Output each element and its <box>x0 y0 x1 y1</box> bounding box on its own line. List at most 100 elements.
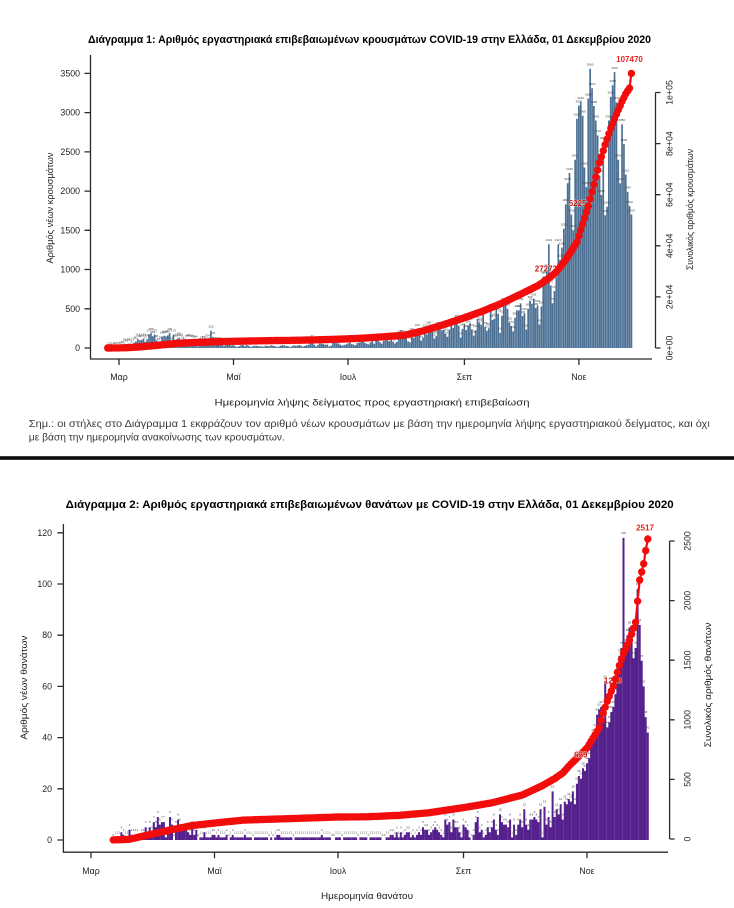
svg-text:236: 236 <box>524 323 529 327</box>
svg-text:251: 251 <box>486 322 491 326</box>
svg-text:1: 1 <box>305 830 307 834</box>
svg-text:352: 352 <box>454 314 459 318</box>
svg-text:2230: 2230 <box>566 167 573 171</box>
svg-text:2: 2 <box>131 828 133 832</box>
svg-text:1: 1 <box>335 830 337 834</box>
svg-text:2: 2 <box>135 828 137 832</box>
svg-text:1: 1 <box>210 830 212 834</box>
svg-text:Ιουλ: Ιουλ <box>330 866 347 876</box>
svg-text:120: 120 <box>37 528 52 538</box>
svg-text:2210: 2210 <box>622 168 629 172</box>
svg-text:1: 1 <box>511 830 513 834</box>
svg-text:9: 9 <box>169 810 171 814</box>
svg-text:60: 60 <box>157 337 161 341</box>
svg-text:1: 1 <box>301 830 303 834</box>
svg-text:51: 51 <box>598 702 602 706</box>
svg-text:0: 0 <box>197 833 199 837</box>
svg-text:111: 111 <box>186 333 191 337</box>
svg-text:297: 297 <box>479 319 484 323</box>
svg-text:7: 7 <box>449 815 451 819</box>
svg-text:99: 99 <box>138 334 142 338</box>
svg-text:6: 6 <box>159 818 161 822</box>
svg-text:1: 1 <box>280 830 282 834</box>
svg-text:5: 5 <box>455 820 457 824</box>
svg-text:10: 10 <box>114 341 118 345</box>
svg-text:2: 2 <box>218 828 220 832</box>
svg-text:83: 83 <box>134 335 138 339</box>
svg-text:5: 5 <box>457 820 459 824</box>
svg-text:71: 71 <box>632 651 636 655</box>
svg-text:509: 509 <box>533 302 538 306</box>
svg-text:Μαρ: Μαρ <box>110 372 127 382</box>
svg-text:9: 9 <box>548 810 550 814</box>
svg-text:106: 106 <box>173 334 178 338</box>
svg-text:8: 8 <box>177 813 179 817</box>
svg-text:1: 1 <box>388 830 390 834</box>
svg-text:191: 191 <box>409 327 414 331</box>
svg-text:3: 3 <box>438 825 440 829</box>
svg-text:117: 117 <box>135 333 140 337</box>
svg-text:52: 52 <box>600 700 604 704</box>
svg-text:500: 500 <box>683 772 693 787</box>
svg-text:50: 50 <box>610 705 614 709</box>
svg-text:4: 4 <box>481 823 483 827</box>
svg-text:0: 0 <box>228 833 230 837</box>
svg-text:0: 0 <box>47 835 52 845</box>
svg-text:3085: 3085 <box>591 100 598 104</box>
svg-text:2: 2 <box>276 828 278 832</box>
svg-text:42: 42 <box>125 339 129 343</box>
svg-text:1: 1 <box>230 830 232 834</box>
svg-text:1: 1 <box>343 830 345 834</box>
svg-text:5: 5 <box>507 820 509 824</box>
svg-text:1: 1 <box>287 830 289 834</box>
svg-text:0: 0 <box>471 833 473 837</box>
svg-text:118: 118 <box>175 333 180 337</box>
svg-text:1: 1 <box>264 830 266 834</box>
svg-text:2000: 2000 <box>60 186 80 196</box>
svg-text:7: 7 <box>538 815 540 819</box>
svg-text:1: 1 <box>365 830 367 834</box>
svg-text:0: 0 <box>293 833 295 837</box>
svg-text:2: 2 <box>412 828 414 832</box>
svg-text:Ιουλ: Ιουλ <box>340 372 357 382</box>
svg-text:Σεπ: Σεπ <box>457 372 472 382</box>
svg-text:16: 16 <box>119 341 123 345</box>
svg-text:66: 66 <box>170 337 174 341</box>
svg-text:1: 1 <box>386 830 388 834</box>
svg-text:10: 10 <box>498 807 502 811</box>
svg-text:1: 1 <box>262 830 264 834</box>
svg-text:97: 97 <box>185 334 189 338</box>
svg-text:8: 8 <box>493 813 495 817</box>
svg-text:1: 1 <box>398 830 400 834</box>
svg-text:434: 434 <box>496 308 501 312</box>
svg-text:16: 16 <box>567 792 571 796</box>
svg-text:56: 56 <box>123 337 127 341</box>
svg-text:9: 9 <box>534 810 536 814</box>
svg-text:2: 2 <box>143 828 145 832</box>
svg-text:5: 5 <box>111 341 113 345</box>
svg-text:569: 569 <box>518 297 523 301</box>
svg-text:0: 0 <box>173 833 175 837</box>
svg-text:2: 2 <box>244 828 246 832</box>
svg-text:1: 1 <box>309 830 311 834</box>
svg-text:3090: 3090 <box>576 99 583 103</box>
svg-text:1: 1 <box>355 830 357 834</box>
svg-text:46: 46 <box>608 715 612 719</box>
svg-text:3560: 3560 <box>587 63 594 67</box>
svg-text:3: 3 <box>418 825 420 829</box>
svg-text:0: 0 <box>368 833 370 837</box>
svg-text:13: 13 <box>543 800 547 804</box>
svg-text:599: 599 <box>528 295 533 299</box>
svg-text:6: 6 <box>463 818 465 822</box>
svg-text:5: 5 <box>550 820 552 824</box>
svg-text:500: 500 <box>526 303 531 307</box>
svg-text:60: 60 <box>42 681 52 691</box>
svg-text:498: 498 <box>505 303 510 307</box>
svg-text:480: 480 <box>516 304 521 308</box>
svg-text:14: 14 <box>565 797 569 801</box>
svg-text:8: 8 <box>562 813 564 817</box>
svg-text:5: 5 <box>521 820 523 824</box>
svg-text:118: 118 <box>621 531 626 535</box>
svg-text:2620: 2620 <box>600 136 607 140</box>
svg-text:60: 60 <box>642 679 646 683</box>
